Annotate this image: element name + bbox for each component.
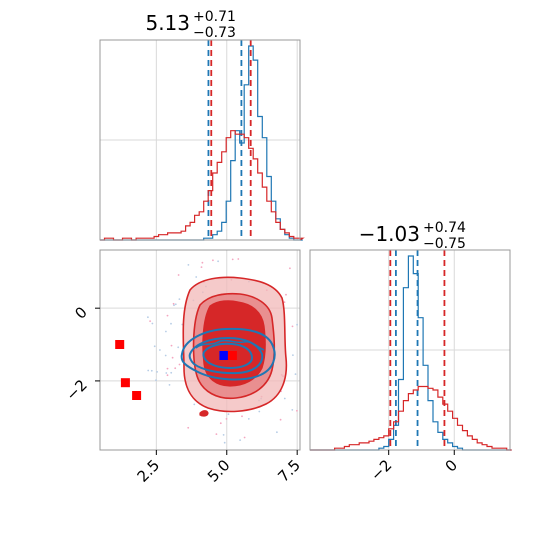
panel-top-left: 5.13 +0.71 −0.73 xyxy=(99,9,305,241)
blue-contour-wiggle xyxy=(195,339,265,351)
scatter-point xyxy=(165,372,168,374)
scatter-point xyxy=(225,418,228,420)
scatter-point xyxy=(291,409,294,411)
scatter-point xyxy=(159,349,161,351)
scatter-point xyxy=(177,346,180,349)
scatter-point xyxy=(149,320,152,322)
ytick-label: 0 xyxy=(71,303,90,322)
scatter-point xyxy=(283,397,286,400)
scatter-point xyxy=(239,439,242,441)
scatter-point xyxy=(219,422,222,425)
scatter-point xyxy=(279,418,282,421)
scatter-point xyxy=(168,384,171,386)
scatter-point xyxy=(291,325,294,328)
xtick-label: 5.0 xyxy=(204,456,234,486)
scatter-point xyxy=(200,266,203,268)
panel-bottom-left: 2.5 5.0 7.5 0 −2 xyxy=(62,249,304,486)
scatter-point xyxy=(174,367,177,370)
scatter-point xyxy=(296,409,298,412)
scatter-point xyxy=(227,413,230,416)
scatter-point xyxy=(164,354,167,357)
marker-1 xyxy=(120,378,130,388)
blue-contour-outer xyxy=(180,327,276,381)
marker-2 xyxy=(132,391,142,400)
scatter-point xyxy=(172,302,175,305)
scatter-point xyxy=(147,369,150,372)
scatter-point xyxy=(296,323,298,326)
scatter-point xyxy=(178,363,181,366)
scatter-point xyxy=(292,354,294,356)
scatter-point xyxy=(237,258,240,260)
scatter-point xyxy=(247,418,250,420)
ytick-label: −2 xyxy=(62,376,90,404)
top-left-title-lower: −0.73 xyxy=(193,25,236,41)
bottom-right-grid xyxy=(310,250,510,450)
top-left-title-upper: +0.71 xyxy=(193,9,236,25)
scatter-point xyxy=(170,371,173,374)
scatter-point xyxy=(223,441,226,444)
blue-contour-inner xyxy=(202,342,254,370)
scatter-point xyxy=(147,316,149,319)
scatter-point xyxy=(276,431,278,434)
scatter-point xyxy=(173,304,175,307)
red-contour-island xyxy=(199,410,209,417)
top-left-histograms xyxy=(100,40,305,241)
xtick-label: 2.5 xyxy=(134,456,164,486)
scatter-point xyxy=(151,322,154,325)
panel-bottom-right: −2 0 −1.03 +0.74 −0.75 xyxy=(309,220,512,484)
scatter-point xyxy=(195,276,198,278)
bottom-left-markers xyxy=(115,340,237,400)
bottom-left-xticks: 2.5 5.0 7.5 xyxy=(134,450,304,486)
scatter-point xyxy=(187,426,190,429)
scatter-point xyxy=(165,330,167,333)
xtick-label: 0 xyxy=(442,456,461,475)
scatter-point xyxy=(215,433,218,435)
scatter-point xyxy=(283,301,286,304)
scatter-point xyxy=(212,259,214,262)
scatter-point xyxy=(294,373,297,375)
scatter-point xyxy=(217,260,220,263)
scatter-point xyxy=(150,369,153,372)
scatter-point xyxy=(174,303,177,306)
scatter-point xyxy=(155,379,157,381)
bottom-left-contours xyxy=(147,258,298,444)
scatter-point xyxy=(193,403,196,406)
scatter-point xyxy=(289,267,291,270)
marker-4 xyxy=(227,351,237,360)
bottom-right-title-lower: −0.75 xyxy=(423,236,466,252)
bottom-left-frame xyxy=(99,249,301,451)
scatter-point xyxy=(222,434,225,436)
histogram-series-1 xyxy=(310,385,512,451)
top-left-frame xyxy=(99,39,301,241)
blue-contour-mid xyxy=(188,336,264,375)
scatter-point xyxy=(187,264,190,266)
top-left-title-value: 5.13 xyxy=(145,11,190,35)
xtick-label: −2 xyxy=(367,456,395,484)
scatter-point xyxy=(258,410,261,413)
xtick-label: 7.5 xyxy=(274,456,304,486)
scatter-point xyxy=(243,436,246,439)
scatter-point xyxy=(285,293,287,296)
bottom-right-title-value: −1.03 xyxy=(359,222,420,246)
marker-0 xyxy=(115,340,125,349)
scatter-point xyxy=(178,298,181,300)
scatter-point xyxy=(231,258,234,261)
scatter-point xyxy=(171,356,174,359)
scatter-point xyxy=(166,314,169,317)
scatter-point xyxy=(241,415,243,418)
scatter-point xyxy=(166,374,169,377)
scatter-point xyxy=(166,367,169,370)
scatter-point xyxy=(170,322,172,325)
scatter-point xyxy=(156,371,159,373)
scatter-point xyxy=(201,261,204,264)
scatter-point xyxy=(170,344,173,347)
bottom-right-frame xyxy=(309,249,511,451)
bottom-right-title-upper: +0.74 xyxy=(423,220,466,236)
scatter-point xyxy=(153,345,156,348)
marker-3 xyxy=(219,351,229,360)
scatter-point xyxy=(177,274,180,276)
bottom-left-yticks: 0 −2 xyxy=(62,303,100,404)
bottom-right-xticks: −2 0 xyxy=(367,450,461,484)
